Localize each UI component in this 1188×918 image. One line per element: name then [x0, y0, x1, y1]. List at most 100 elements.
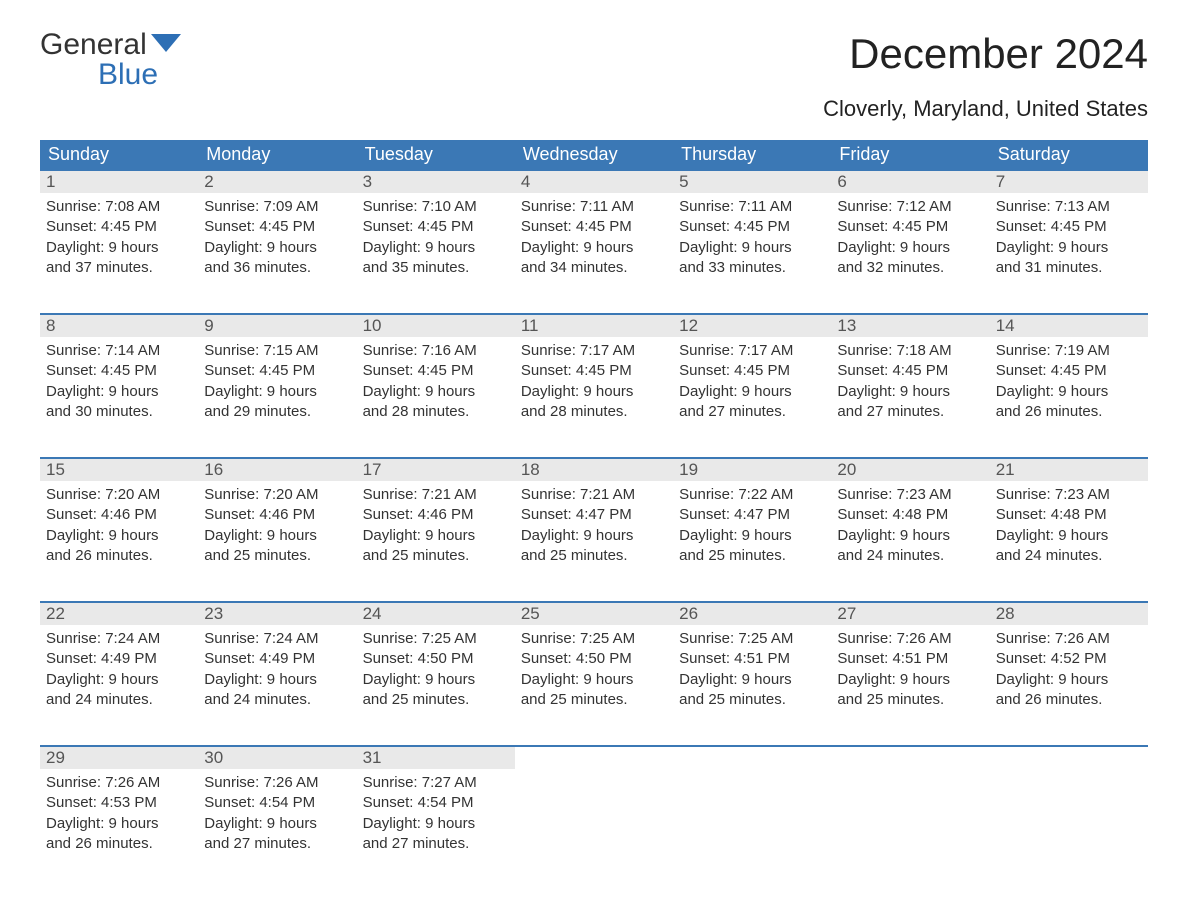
weekday-header: Saturday [990, 140, 1148, 169]
day-body: Sunrise: 7:10 AMSunset: 4:45 PMDaylight:… [357, 193, 515, 284]
day-sunset: Sunset: 4:45 PM [837, 217, 983, 237]
day-d1: Daylight: 9 hours [363, 238, 509, 258]
day-number: 20 [831, 459, 989, 481]
day-d1: Daylight: 9 hours [521, 382, 667, 402]
day-sunset: Sunset: 4:48 PM [996, 505, 1142, 525]
day-number: 16 [198, 459, 356, 481]
day-d1: Daylight: 9 hours [996, 670, 1142, 690]
day-number: 6 [831, 171, 989, 193]
day-d2: and 26 minutes. [46, 834, 192, 854]
day-d1: Daylight: 9 hours [363, 526, 509, 546]
day-body: Sunrise: 7:21 AMSunset: 4:46 PMDaylight:… [357, 481, 515, 572]
day-sunrise: Sunrise: 7:25 AM [679, 629, 825, 649]
day-d1: Daylight: 9 hours [363, 382, 509, 402]
day-body: Sunrise: 7:12 AMSunset: 4:45 PMDaylight:… [831, 193, 989, 284]
weekday-header-row: SundayMondayTuesdayWednesdayThursdayFrid… [40, 140, 1148, 169]
day-d2: and 33 minutes. [679, 258, 825, 278]
day-d1: Daylight: 9 hours [996, 526, 1142, 546]
day-sunrise: Sunrise: 7:11 AM [679, 197, 825, 217]
day-sunset: Sunset: 4:46 PM [363, 505, 509, 525]
day-sunrise: Sunrise: 7:15 AM [204, 341, 350, 361]
day-body: Sunrise: 7:23 AMSunset: 4:48 PMDaylight:… [831, 481, 989, 572]
day-cell [673, 747, 831, 875]
day-body: Sunrise: 7:25 AMSunset: 4:50 PMDaylight:… [357, 625, 515, 716]
day-cell: 28Sunrise: 7:26 AMSunset: 4:52 PMDayligh… [990, 603, 1148, 731]
day-body: Sunrise: 7:15 AMSunset: 4:45 PMDaylight:… [198, 337, 356, 428]
day-d1: Daylight: 9 hours [996, 382, 1142, 402]
day-d2: and 25 minutes. [837, 690, 983, 710]
day-d1: Daylight: 9 hours [46, 526, 192, 546]
day-body: Sunrise: 7:13 AMSunset: 4:45 PMDaylight:… [990, 193, 1148, 284]
day-sunset: Sunset: 4:45 PM [46, 217, 192, 237]
day-cell: 4Sunrise: 7:11 AMSunset: 4:45 PMDaylight… [515, 171, 673, 299]
day-sunrise: Sunrise: 7:14 AM [46, 341, 192, 361]
day-body: Sunrise: 7:18 AMSunset: 4:45 PMDaylight:… [831, 337, 989, 428]
page-title: December 2024 [849, 30, 1148, 78]
day-d1: Daylight: 9 hours [837, 670, 983, 690]
day-cell: 26Sunrise: 7:25 AMSunset: 4:51 PMDayligh… [673, 603, 831, 731]
day-sunrise: Sunrise: 7:13 AM [996, 197, 1142, 217]
day-d1: Daylight: 9 hours [679, 526, 825, 546]
day-d1: Daylight: 9 hours [204, 670, 350, 690]
day-cell [831, 747, 989, 875]
day-d1: Daylight: 9 hours [837, 382, 983, 402]
day-sunrise: Sunrise: 7:23 AM [837, 485, 983, 505]
day-body: Sunrise: 7:27 AMSunset: 4:54 PMDaylight:… [357, 769, 515, 860]
day-sunset: Sunset: 4:51 PM [837, 649, 983, 669]
day-sunrise: Sunrise: 7:21 AM [521, 485, 667, 505]
day-cell: 18Sunrise: 7:21 AMSunset: 4:47 PMDayligh… [515, 459, 673, 587]
day-sunrise: Sunrise: 7:27 AM [363, 773, 509, 793]
day-d2: and 25 minutes. [204, 546, 350, 566]
day-number: 8 [40, 315, 198, 337]
day-sunrise: Sunrise: 7:20 AM [204, 485, 350, 505]
day-number: 14 [990, 315, 1148, 337]
day-sunset: Sunset: 4:45 PM [679, 217, 825, 237]
day-d2: and 27 minutes. [837, 402, 983, 422]
week-row: 1Sunrise: 7:08 AMSunset: 4:45 PMDaylight… [40, 169, 1148, 299]
day-sunrise: Sunrise: 7:24 AM [46, 629, 192, 649]
day-cell: 1Sunrise: 7:08 AMSunset: 4:45 PMDaylight… [40, 171, 198, 299]
day-cell: 15Sunrise: 7:20 AMSunset: 4:46 PMDayligh… [40, 459, 198, 587]
day-body: Sunrise: 7:21 AMSunset: 4:47 PMDaylight:… [515, 481, 673, 572]
day-d1: Daylight: 9 hours [204, 526, 350, 546]
day-body: Sunrise: 7:17 AMSunset: 4:45 PMDaylight:… [673, 337, 831, 428]
day-d1: Daylight: 9 hours [363, 670, 509, 690]
day-number: 19 [673, 459, 831, 481]
day-sunset: Sunset: 4:47 PM [679, 505, 825, 525]
day-d2: and 31 minutes. [996, 258, 1142, 278]
day-body: Sunrise: 7:25 AMSunset: 4:50 PMDaylight:… [515, 625, 673, 716]
day-sunrise: Sunrise: 7:25 AM [521, 629, 667, 649]
day-sunrise: Sunrise: 7:26 AM [204, 773, 350, 793]
day-number: 26 [673, 603, 831, 625]
day-number: 30 [198, 747, 356, 769]
day-d2: and 28 minutes. [363, 402, 509, 422]
day-d2: and 28 minutes. [521, 402, 667, 422]
weekday-header: Thursday [673, 140, 831, 169]
day-body: Sunrise: 7:26 AMSunset: 4:52 PMDaylight:… [990, 625, 1148, 716]
day-d2: and 24 minutes. [837, 546, 983, 566]
day-sunrise: Sunrise: 7:09 AM [204, 197, 350, 217]
day-sunset: Sunset: 4:45 PM [204, 217, 350, 237]
day-number: 10 [357, 315, 515, 337]
day-sunrise: Sunrise: 7:20 AM [46, 485, 192, 505]
day-body: Sunrise: 7:14 AMSunset: 4:45 PMDaylight:… [40, 337, 198, 428]
day-number: 27 [831, 603, 989, 625]
calendar: SundayMondayTuesdayWednesdayThursdayFrid… [40, 140, 1148, 875]
day-number [515, 747, 673, 769]
logo: General Blue [40, 30, 181, 90]
day-number: 31 [357, 747, 515, 769]
week-row: 22Sunrise: 7:24 AMSunset: 4:49 PMDayligh… [40, 601, 1148, 731]
day-sunrise: Sunrise: 7:22 AM [679, 485, 825, 505]
day-d2: and 26 minutes. [996, 402, 1142, 422]
day-sunrise: Sunrise: 7:08 AM [46, 197, 192, 217]
day-sunrise: Sunrise: 7:24 AM [204, 629, 350, 649]
day-sunset: Sunset: 4:45 PM [521, 361, 667, 381]
day-d1: Daylight: 9 hours [837, 526, 983, 546]
day-cell: 7Sunrise: 7:13 AMSunset: 4:45 PMDaylight… [990, 171, 1148, 299]
day-cell: 13Sunrise: 7:18 AMSunset: 4:45 PMDayligh… [831, 315, 989, 443]
day-number [831, 747, 989, 769]
day-number: 4 [515, 171, 673, 193]
day-d1: Daylight: 9 hours [996, 238, 1142, 258]
logo-text-2: Blue [40, 60, 181, 90]
day-sunrise: Sunrise: 7:17 AM [679, 341, 825, 361]
